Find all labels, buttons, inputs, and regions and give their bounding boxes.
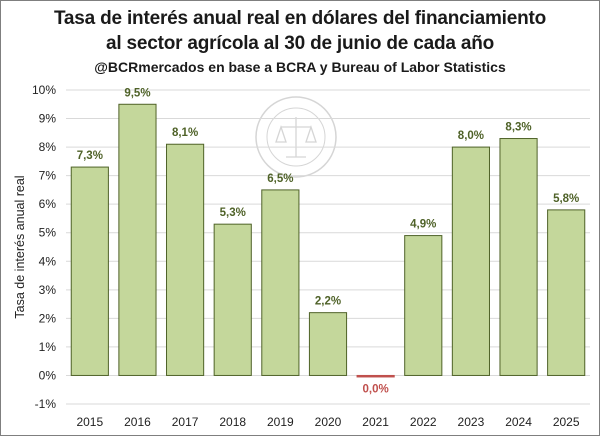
data-label-2025: 5,8% xyxy=(553,193,579,205)
y-tick-label: 8% xyxy=(39,140,57,154)
bar-2018 xyxy=(213,223,252,376)
x-tick-label: 2022 xyxy=(410,415,437,429)
data-label-2017: 8,1% xyxy=(172,127,198,139)
y-tick-label: 0% xyxy=(39,368,57,382)
y-axis-label: Tasa de interés anual real xyxy=(13,175,27,318)
y-tick-label: 5% xyxy=(39,226,57,240)
x-tick-label: 2015 xyxy=(76,415,103,429)
data-label-2019: 6,5% xyxy=(267,173,293,185)
x-tick-label: 2017 xyxy=(172,415,199,429)
data-label-2024: 8,3% xyxy=(505,122,531,134)
y-tick-label: 2% xyxy=(39,311,57,325)
x-tick-label: 2019 xyxy=(267,415,294,429)
data-label-2018: 5,3% xyxy=(220,207,246,219)
bar-2021 xyxy=(356,374,395,378)
data-label-2021: 0,0% xyxy=(363,383,389,395)
x-tick-label: 2020 xyxy=(315,415,342,429)
y-tick-label: 10% xyxy=(32,83,56,97)
bar-2022 xyxy=(404,235,443,376)
data-label-2022: 4,9% xyxy=(410,219,436,231)
chart-title-line-1: Tasa de interés anual real en dólares de… xyxy=(53,8,547,29)
y-tick-label: -1% xyxy=(35,397,57,411)
x-tick-label: 2024 xyxy=(505,415,532,429)
y-tick-label: 7% xyxy=(39,169,57,183)
y-tick-label: 4% xyxy=(39,254,57,268)
y-tick-label: 9% xyxy=(39,112,57,126)
chart-title-line-2: al sector agrícola al 30 de junio de cad… xyxy=(105,33,495,54)
x-tick-label: 2016 xyxy=(124,415,151,429)
data-label-2020: 2,2% xyxy=(315,296,341,308)
bar-2025 xyxy=(547,209,586,376)
bar-2019 xyxy=(261,189,300,376)
bars xyxy=(70,103,586,378)
x-tick-label: 2023 xyxy=(458,415,485,429)
bar-2017 xyxy=(166,143,205,376)
x-tick-label: 2025 xyxy=(553,415,580,429)
y-tick-label: 3% xyxy=(39,283,57,297)
data-label-2023: 8,0% xyxy=(458,130,484,142)
y-axis-ticks: 10% 9% 8% 7% 6% 5% 4% 3% 2% 1% 0% -1% xyxy=(32,83,56,411)
bar-2024 xyxy=(499,138,538,376)
bar-2016 xyxy=(118,103,157,376)
bcr-seal-watermark xyxy=(255,96,337,178)
data-label-2016: 9,5% xyxy=(124,87,150,99)
y-tick-label: 1% xyxy=(39,340,57,354)
y-tick-label: 6% xyxy=(39,197,57,211)
bar-2020 xyxy=(308,312,348,376)
data-labels: 7,3% 9,5% 8,1% 5,3% 6,5% 2,2% 0,0% 4,9% 8,0% 8,3%… xyxy=(77,87,580,395)
data-label-2015: 7,3% xyxy=(77,150,103,162)
x-tick-label: 2018 xyxy=(219,415,246,429)
bar-2023 xyxy=(451,146,490,376)
x-axis-ticks: 2015 2016 2017 2018 2019 2020 2021 2022 2023 2024… xyxy=(76,415,579,429)
x-tick-label: 2021 xyxy=(362,415,389,429)
chart-subtitle: @BCRmercados en base a BCRA y Bureau of … xyxy=(94,59,506,75)
bar-2015 xyxy=(70,166,109,376)
